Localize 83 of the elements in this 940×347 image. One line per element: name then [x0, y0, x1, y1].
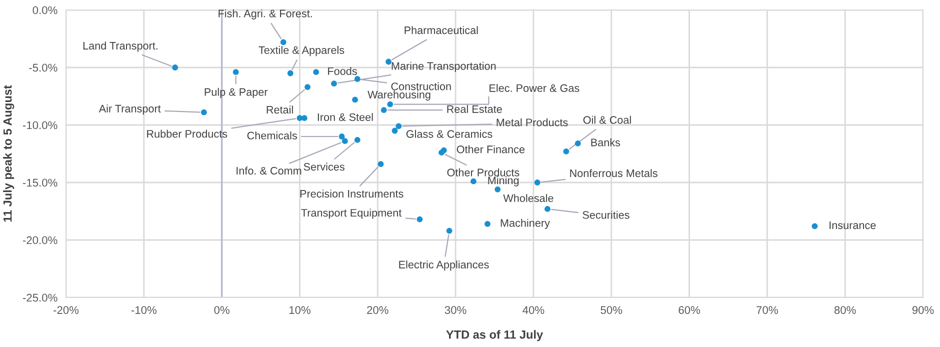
y-tick-label: -15.0% [22, 178, 58, 187]
point [380, 107, 387, 113]
point [172, 64, 178, 70]
x-tick-label: 0% [214, 306, 230, 314]
annotation: Electric Appliances [399, 260, 489, 271]
x-tick-label: 90% [912, 306, 934, 314]
annotation: Oil & Coal [583, 116, 631, 124]
point [232, 69, 239, 76]
x-tick-label: 80% [834, 306, 856, 314]
point [563, 148, 570, 154]
x-tick-label: 30% [444, 306, 466, 314]
point [392, 128, 398, 134]
annotation: Banks [591, 138, 620, 146]
point [338, 134, 345, 140]
annotation: Textile & Apparels [258, 46, 344, 56]
point [387, 101, 394, 108]
annotation: Fish. Agri. & Forest. [218, 9, 312, 20]
annotation: Transport Equipment [301, 208, 402, 219]
point [352, 96, 358, 103]
x-tick-label: 40% [522, 306, 544, 314]
x-tick-label: -20% [54, 306, 79, 314]
point [534, 180, 540, 186]
point [378, 161, 384, 168]
annotation: Services [304, 162, 344, 171]
y-tick-label: 0.0% [32, 6, 58, 14]
annotation: Machinery [500, 218, 550, 229]
point [342, 138, 348, 144]
annotation: Iron & Steel [318, 113, 373, 122]
x-tick-label: 20% [367, 306, 388, 314]
point [313, 69, 320, 76]
x-tick-label: 50% [600, 306, 622, 314]
y-tick-label: -20.0% [22, 236, 58, 244]
annotation: Nonferrous Metals [570, 169, 658, 178]
annotation: Marine Transportation [392, 62, 496, 72]
point [484, 220, 490, 227]
annotation: Other Finance [456, 145, 525, 154]
point [354, 76, 360, 82]
annotation: Glass & Ceramics [406, 130, 492, 138]
x-tick-label: -10% [131, 306, 156, 314]
annotation: Precision Instruments [300, 190, 404, 198]
y-tick-label: -10.0% [22, 121, 58, 130]
annotation: Construction [391, 82, 451, 90]
annotation: Pharmaceutical [404, 26, 478, 34]
annotation: Metal Products [496, 118, 568, 126]
annotation: Retail [266, 106, 293, 114]
y-tick-label: -25.0% [22, 294, 58, 302]
point [200, 109, 207, 116]
annotation: Securities [582, 210, 630, 219]
point [470, 178, 476, 184]
point [446, 228, 452, 234]
annotation: Insurance [830, 222, 876, 230]
annotation: Warehousing [368, 90, 430, 101]
annotation: Land Transport. [83, 42, 158, 52]
point [331, 80, 337, 87]
annotation: Other Products [447, 168, 520, 176]
annotation: Rubber Products [147, 130, 228, 138]
point [812, 223, 818, 230]
point [396, 123, 402, 130]
y-axis-title: 11 July peak to 5 August [3, 85, 14, 222]
point [416, 216, 423, 222]
point [544, 206, 550, 212]
point [574, 140, 581, 146]
annotation: Chemicals [247, 131, 297, 140]
annotation: Pulp & Paper [204, 88, 268, 98]
point [304, 84, 310, 90]
point [386, 58, 392, 65]
annotation: Foods [328, 67, 357, 76]
point [280, 39, 286, 46]
x-axis-title: YTD as of 11 July [446, 330, 543, 342]
point [494, 186, 501, 192]
point [438, 150, 444, 156]
x-tick-label: 60% [678, 306, 700, 314]
annotation: Real Estate [447, 105, 502, 113]
y-tick-label: -5.0% [29, 64, 58, 72]
annotation: Wholesale [503, 194, 554, 202]
x-tick-label: 10% [289, 306, 310, 314]
annotation: Info. & Comm [236, 166, 302, 175]
annotation: Air Transport [98, 104, 161, 115]
annotation: Elec. Power & Gas [490, 84, 580, 92]
point [354, 137, 360, 143]
x-tick-label: 70% [756, 306, 778, 314]
point [287, 70, 294, 76]
annotation: Mining [488, 176, 519, 186]
